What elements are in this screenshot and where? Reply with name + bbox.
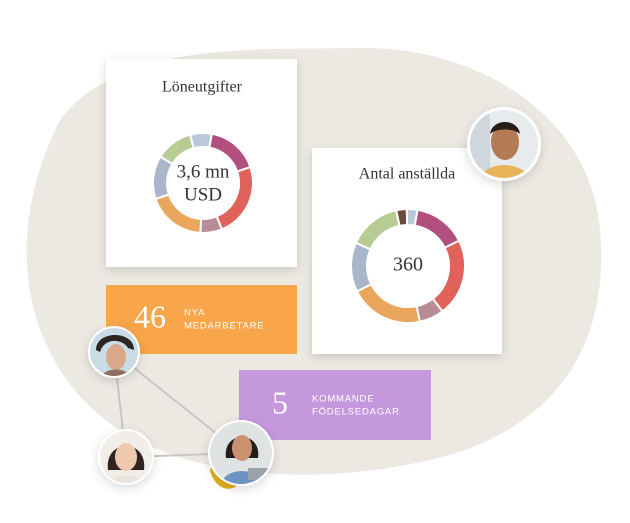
stat-label: MEDARBETARE: [184, 321, 264, 332]
stat-value: 46: [134, 298, 166, 334]
center-label: 3,6 mn: [177, 161, 230, 182]
avatar: [208, 420, 274, 486]
card-title: Antal anställda: [359, 166, 455, 183]
stat-label: KOMMANDE: [312, 394, 374, 405]
donut-segment: [199, 215, 224, 234]
stat-value: 5: [272, 384, 288, 420]
center-label: USD: [184, 184, 222, 205]
donut-segment: [159, 133, 195, 166]
card-title: Löneutgifter: [162, 79, 243, 96]
avatar: [98, 429, 154, 485]
stat-label: FÖDELSEDAGAR: [312, 407, 400, 418]
center-label: 360: [393, 254, 423, 276]
avatar: [467, 107, 541, 181]
stat-card: [239, 370, 431, 440]
stat-label: NYA: [184, 308, 205, 319]
donut-segment: [354, 209, 401, 251]
avatar: [88, 326, 140, 378]
